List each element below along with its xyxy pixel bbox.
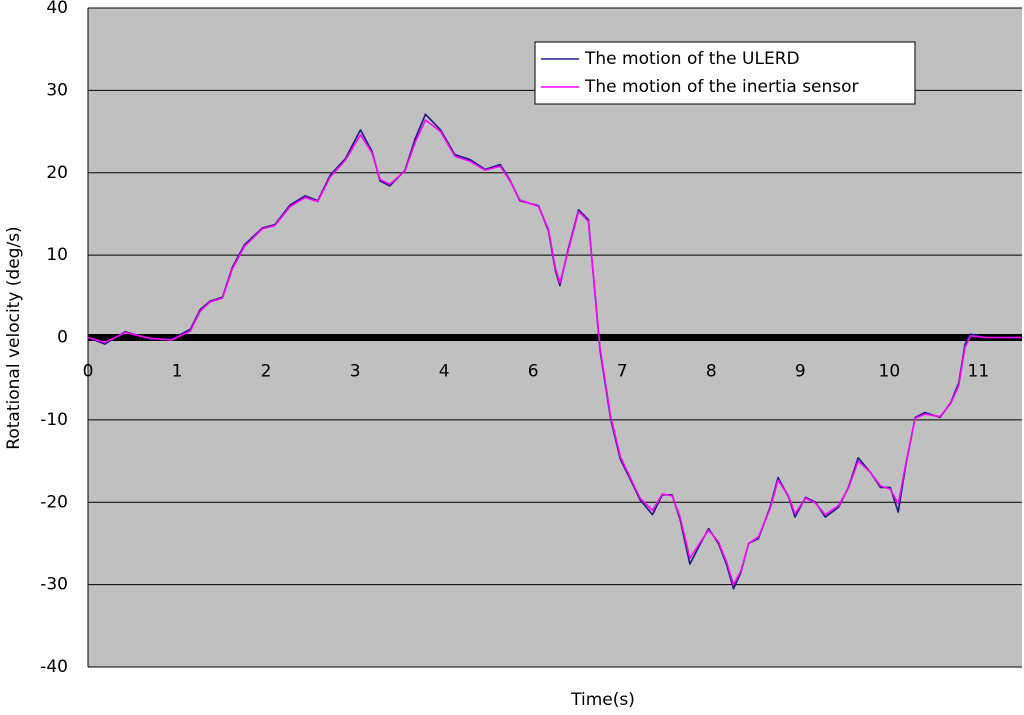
x-tick-label: 7 [617, 362, 628, 382]
y-tick-label: 30 [46, 80, 68, 100]
x-tick-label: 4 [439, 362, 450, 382]
y-tick-label: 10 [46, 245, 68, 265]
x-tick-label: 3 [350, 362, 361, 382]
x-tick-label: 0 [83, 362, 94, 382]
y-tick-label: -40 [40, 657, 68, 677]
legend: The motion of the ULERD The motion of the… [534, 41, 916, 105]
legend-label: The motion of the inertia sensor [584, 77, 859, 97]
y-tick-label: 40 [46, 0, 68, 18]
x-axis-label: Time(s) [570, 690, 635, 710]
legend-label: The motion of the ULERD [584, 49, 800, 69]
y-axis-label: Rotational velocity (deg/s) [4, 226, 24, 449]
x-tick-label: 1 [172, 362, 183, 382]
x-tick-label: 8 [706, 362, 717, 382]
x-tick-label: 9 [795, 362, 806, 382]
y-tick-label: -20 [40, 492, 68, 512]
x-tick-label: 6 [528, 362, 539, 382]
y-tick-label: 20 [46, 163, 68, 183]
x-tick-label: 10 [879, 362, 901, 382]
series-line [87, 119, 1022, 586]
y-tick-label: -30 [40, 575, 68, 595]
legend-box [534, 41, 916, 105]
x-tick-label: 11 [968, 362, 990, 382]
x-tick-label: 2 [261, 362, 272, 382]
y-tick-label: -10 [40, 410, 68, 430]
y-tick-label: 0 [57, 328, 68, 348]
